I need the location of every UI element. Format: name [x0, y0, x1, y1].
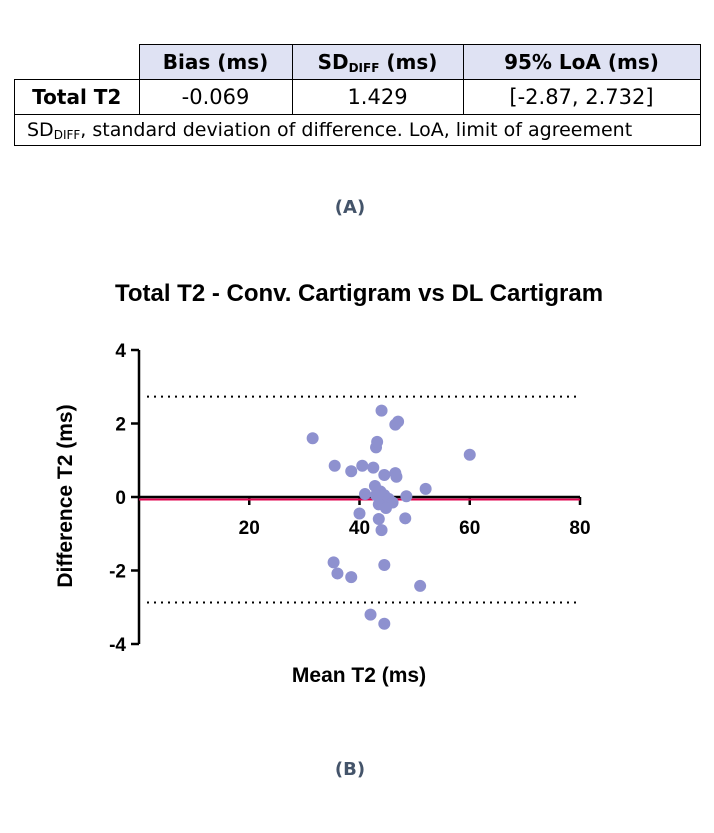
x-tick-label: 20	[239, 518, 260, 539]
data-point	[390, 470, 403, 483]
data-point	[400, 490, 413, 503]
data-point	[375, 524, 388, 537]
data-point	[345, 465, 358, 478]
y-tick-label: 4	[115, 341, 126, 362]
plot-layer: -4 -2 0 2 4 20 40 60 80	[109, 341, 590, 656]
y-tick-label: -2	[109, 562, 126, 583]
x-tick-label: 80	[569, 518, 590, 539]
sd-value: 1.429	[291, 79, 464, 115]
data-point	[463, 448, 476, 461]
data-point	[419, 482, 432, 495]
data-point	[399, 512, 412, 525]
data-point	[328, 459, 341, 472]
header-bias: Bias (ms)	[138, 44, 293, 80]
y-tick-label: 2	[115, 415, 126, 436]
data-point	[372, 513, 385, 526]
data-point	[327, 556, 340, 569]
stats-table: Bias (ms) SDDIFF (ms) 95% LoA (ms) Total…	[14, 44, 701, 146]
y-tick-label: 0	[115, 488, 126, 509]
data-point	[356, 459, 369, 472]
header-loa: 95% LoA (ms)	[462, 44, 701, 80]
data-point	[345, 571, 358, 584]
data-point	[367, 461, 380, 474]
data-point	[375, 404, 388, 417]
table-blank-cell	[14, 44, 140, 80]
data-point	[378, 468, 391, 481]
data-point	[364, 608, 377, 621]
data-point	[378, 617, 391, 630]
data-point	[359, 488, 372, 501]
loa-value: [-2.87, 2.732]	[462, 79, 701, 115]
data-point	[392, 415, 405, 428]
row-label: Total T2	[14, 79, 140, 115]
table-note-row: SDDIFF, standard deviation of difference…	[14, 114, 701, 146]
x-tick-label: 40	[349, 518, 370, 539]
caption-a: (A)	[334, 197, 366, 218]
data-point	[331, 567, 344, 580]
x-axis-label: Mean T2 (ms)	[292, 664, 426, 687]
table-note: SDDIFF, standard deviation of difference…	[14, 114, 701, 146]
caption-b: (B)	[334, 759, 366, 780]
table-header-row: Bias (ms) SDDIFF (ms) 95% LoA (ms)	[14, 44, 701, 80]
x-tick-label: 60	[459, 518, 480, 539]
data-point	[378, 558, 391, 571]
y-axis-label: Difference T2 (ms)	[54, 404, 77, 587]
data-point	[371, 435, 384, 448]
data-point	[414, 579, 427, 592]
table-row: Total T2 -0.069 1.429 [-2.87, 2.732]	[14, 79, 701, 115]
data-point	[353, 507, 366, 520]
data-point	[370, 489, 383, 502]
chart-title: Total T2 - Conv. Cartigram vs DL Cartigr…	[115, 280, 603, 307]
bias-value: -0.069	[138, 79, 293, 115]
bland-altman-chart: Total T2 - Conv. Cartigram vs DL Cartigr…	[54, 280, 603, 687]
header-sd-diff: SDDIFF (ms)	[291, 44, 464, 80]
data-point	[379, 502, 392, 515]
y-tick-label: -4	[109, 635, 126, 656]
data-point	[306, 432, 319, 445]
